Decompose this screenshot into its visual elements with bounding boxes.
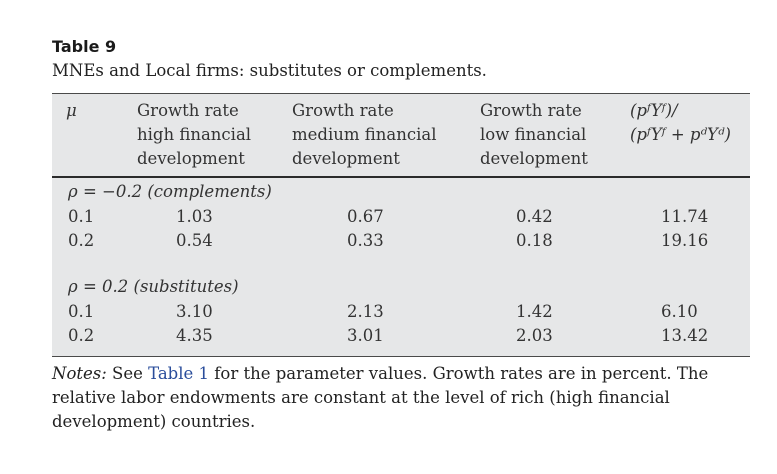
cell-growth-medium: 0.33 (347, 231, 384, 250)
header-mu: μ (66, 101, 77, 120)
header-growth-low: Growth rate low financial development (480, 101, 588, 168)
table-1-link[interactable]: Table 1 (148, 364, 210, 383)
notes-pre: See (106, 364, 149, 383)
cell-growth-low: 1.42 (516, 302, 553, 321)
table-row: 0.1 3.10 2.13 1.42 6.10 (52, 302, 750, 326)
cell-share-ratio: 11.74 (661, 207, 709, 226)
cell-growth-high: 0.54 (176, 231, 213, 250)
table-row: 0.1 1.03 0.67 0.42 11.74 (52, 207, 750, 231)
section-complements-label: ρ = −0.2 (complements) (68, 182, 272, 201)
table-row: 0.2 4.35 3.01 2.03 13.42 (52, 326, 750, 350)
cell-mu: 0.1 (68, 302, 95, 321)
cell-growth-medium: 3.01 (347, 326, 384, 345)
header-growth-medium: Growth rate medium financial development (292, 101, 437, 168)
cell-mu: 0.2 (68, 231, 95, 250)
cell-share-ratio: 13.42 (661, 326, 709, 345)
cell-growth-high: 3.10 (176, 302, 213, 321)
header-growth-high: Growth rate high financial development (137, 101, 252, 168)
cell-growth-low: 0.42 (516, 207, 553, 226)
table-notes: Notes: See Table 1 for the parameter val… (52, 362, 757, 434)
cell-share-ratio: 6.10 (661, 302, 698, 321)
table-title: MNEs and Local firms: substitutes or com… (52, 61, 487, 80)
cell-growth-low: 0.18 (516, 231, 553, 250)
cell-mu: 0.2 (68, 326, 95, 345)
cell-growth-medium: 2.13 (347, 302, 384, 321)
cell-growth-low: 2.03 (516, 326, 553, 345)
cell-mu: 0.1 (68, 207, 95, 226)
section-substitutes-label: ρ = 0.2 (substitutes) (68, 277, 239, 296)
table-label: Table 9 (52, 37, 117, 56)
header-rule (52, 176, 750, 178)
cell-growth-high: 1.03 (176, 207, 213, 226)
cell-growth-medium: 0.67 (347, 207, 384, 226)
notes-lead: Notes: (52, 364, 107, 383)
notes-body: for the parameter values. Growth rates a… (52, 364, 709, 431)
header-share-ratio: (pᶠYᶠ)/ (pᶠYᶠ + pᵈYᵈ) (630, 101, 731, 144)
data-table: μ Growth rate high financial development… (52, 93, 750, 357)
cell-share-ratio: 19.16 (661, 231, 709, 250)
table-row: 0.2 0.54 0.33 0.18 19.16 (52, 231, 750, 255)
cell-growth-high: 4.35 (176, 326, 213, 345)
